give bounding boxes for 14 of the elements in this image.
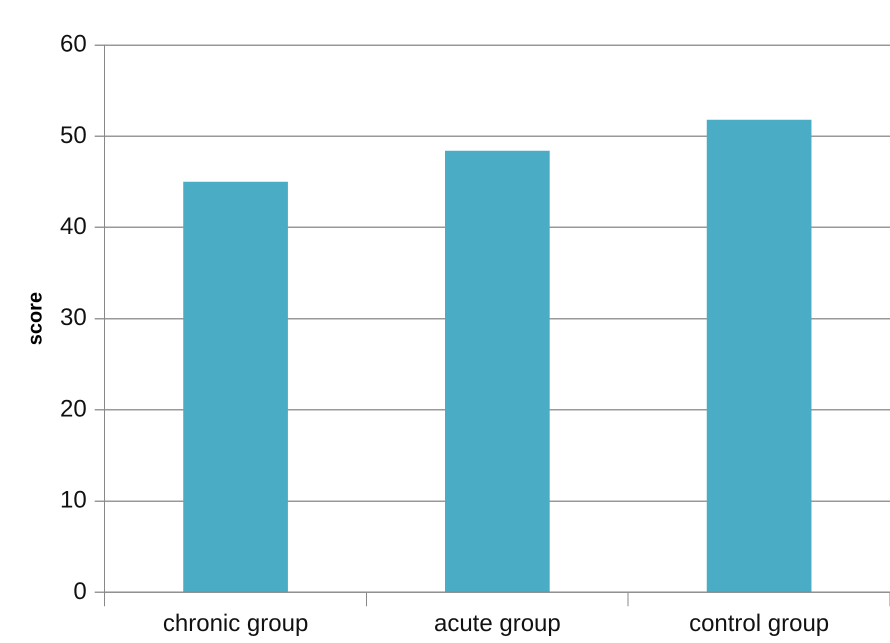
y-tick-label: 50 (60, 122, 87, 149)
y-tick-label: 20 (60, 395, 87, 422)
y-tick-label: 0 (73, 578, 87, 605)
y-tick-label: 40 (60, 213, 87, 240)
y-axis-title: score (24, 292, 47, 346)
x-tick-label: control group (689, 610, 830, 638)
bar (183, 182, 288, 592)
y-tick-label: 60 (60, 30, 87, 58)
y-tick-label: 10 (60, 486, 87, 514)
x-tick-label: acute group (434, 610, 561, 638)
bar (444, 150, 550, 592)
y-tick-label: 30 (60, 304, 87, 332)
bar (706, 120, 812, 592)
x-tick-label: chronic group (162, 610, 308, 638)
